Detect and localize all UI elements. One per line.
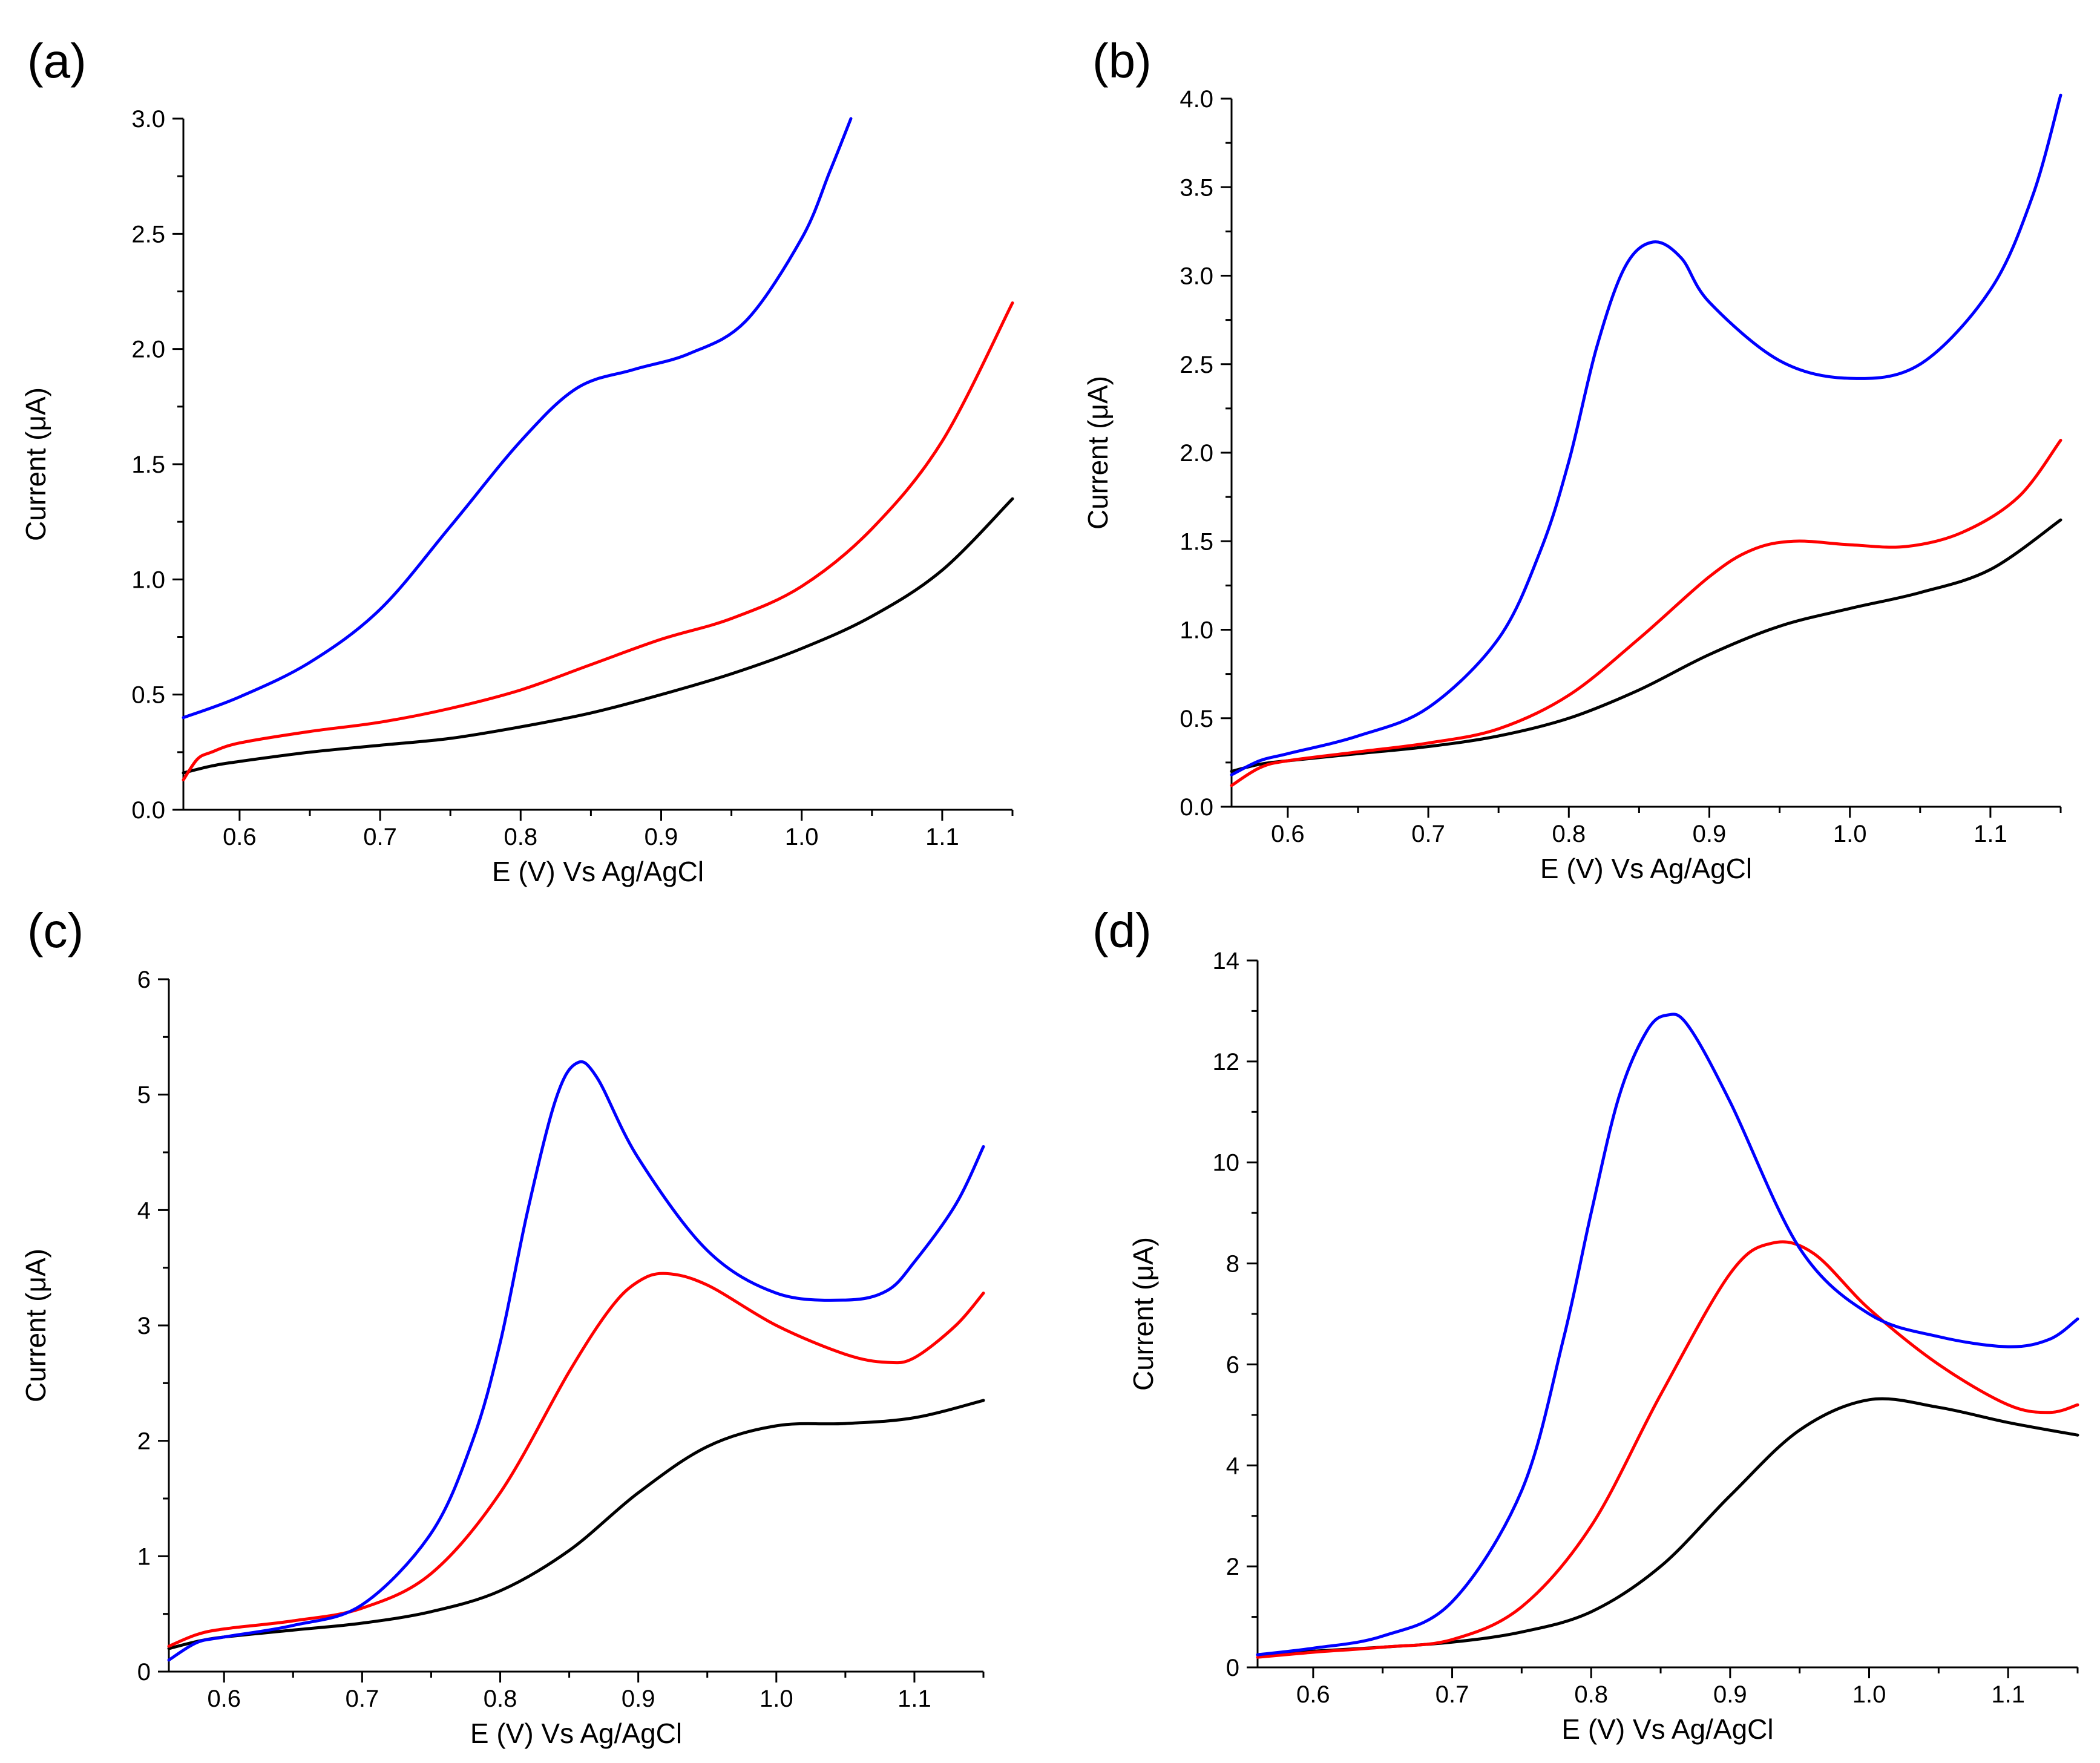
- x-axis-title: E (V) Vs Ag/AgCl: [1561, 1713, 1773, 1745]
- y-tick-label: 1: [137, 1543, 151, 1570]
- x-tick-label: 0.8: [504, 824, 537, 850]
- x-tick-label: 1.0: [785, 824, 819, 850]
- y-axis-title: Current (μA): [20, 387, 51, 541]
- x-axis-title: E (V) Vs Ag/AgCl: [1540, 853, 1752, 884]
- x-axis-title: E (V) Vs Ag/AgCl: [470, 1718, 682, 1749]
- x-tick-label: 0.6: [1271, 821, 1305, 847]
- x-tick-label: 1.1: [1974, 821, 2007, 847]
- x-tick-label: 1.0: [1852, 1681, 1886, 1708]
- y-tick-label: 12: [1213, 1049, 1240, 1075]
- y-tick-label: 1.5: [1180, 528, 1213, 555]
- series-line-black: [182, 497, 1014, 775]
- x-tick-label: 0.8: [484, 1686, 517, 1712]
- y-tick-label: 6: [137, 967, 151, 993]
- x-tick-label: 0.8: [1552, 821, 1586, 847]
- y-tick-label: 14: [1213, 948, 1240, 974]
- x-tick-label: 0.6: [1296, 1681, 1330, 1708]
- series-line-black: [167, 1399, 985, 1650]
- y-tick-label: 2.0: [131, 337, 165, 363]
- x-tick-label: 0.9: [622, 1686, 655, 1712]
- y-tick-label: 2: [1226, 1554, 1239, 1580]
- y-tick-label: 5: [137, 1082, 151, 1109]
- y-tick-label: 2: [137, 1428, 151, 1455]
- y-tick-label: 0.5: [1180, 706, 1213, 732]
- x-tick-label: 1.1: [1991, 1681, 2025, 1708]
- x-tick-label: 0.7: [346, 1686, 379, 1712]
- series-line-black: [1256, 1397, 2079, 1656]
- y-tick-label: 0: [1226, 1655, 1239, 1681]
- x-tick-label: 0.7: [1411, 821, 1445, 847]
- series-line-blue: [182, 117, 853, 720]
- series-line-blue: [1230, 93, 2062, 776]
- panel-label: (a): [27, 34, 87, 88]
- series-line-red: [1256, 1240, 2079, 1659]
- chart-panel-c: (c) 0.6 0.7 0.8 0.9 1.0 1.1 0 1 2 3 4 5 6 E (V) Vs Ag/…: [20, 904, 985, 1749]
- x-tick-label: 1.0: [1833, 821, 1867, 847]
- y-axis-title: Current (μA): [20, 1249, 51, 1402]
- chart-panel-b: (b) 0.6 0.7 0.8 0.9 1.0 1.1 0.0 0.5 1.0 1.5 2.0 2.5 3…: [1082, 34, 2062, 884]
- y-tick-label: 4.0: [1180, 86, 1213, 113]
- x-tick-label: 0.6: [207, 1686, 241, 1712]
- x-tick-label: 0.9: [1693, 821, 1727, 847]
- y-tick-label: 1.0: [1180, 617, 1213, 644]
- y-axis-title: Current (μA): [1127, 1237, 1159, 1391]
- y-tick-label: 1.0: [131, 566, 165, 593]
- series-line-red: [1230, 439, 2062, 787]
- y-tick-label: 8: [1226, 1251, 1239, 1278]
- chart-panel-d: (d) 0.6 0.7 0.8 0.9 1.0 1.1 0 2 4 6 8 10 12 14 E (V) Vs…: [1092, 904, 2079, 1745]
- y-tick-label: 2.0: [1180, 440, 1213, 467]
- y-tick-label: 3.0: [1180, 263, 1213, 290]
- y-tick-label: 3.0: [131, 106, 165, 133]
- y-tick-label: 3.5: [1180, 174, 1213, 201]
- y-tick-label: 0: [137, 1659, 151, 1686]
- x-tick-label: 0.6: [223, 824, 257, 850]
- panel-label: (b): [1092, 34, 1152, 88]
- x-tick-label: 0.8: [1574, 1681, 1608, 1708]
- series-line-blue: [167, 1060, 985, 1662]
- series-line-blue: [1256, 1013, 2079, 1656]
- x-tick-label: 1.0: [760, 1686, 793, 1712]
- x-tick-label: 1.1: [925, 824, 959, 850]
- y-tick-label: 4: [1226, 1453, 1239, 1479]
- x-axis-title: E (V) Vs Ag/AgCl: [492, 856, 704, 887]
- series-line-red: [182, 301, 1014, 781]
- y-tick-label: 3: [137, 1313, 151, 1339]
- y-tick-label: 4: [137, 1197, 151, 1224]
- chart-panel-a: (a) 0.6 0.7 0.8 0.9 1.0 1.1 0.0 0.5 1.0 1.5 2.0 2.5 3…: [20, 34, 1014, 887]
- x-tick-label: 0.9: [1713, 1681, 1747, 1708]
- series-line-red: [167, 1272, 985, 1648]
- y-tick-label: 0.5: [131, 682, 165, 709]
- panel-label: (d): [1092, 904, 1152, 957]
- y-tick-label: 10: [1213, 1150, 1240, 1177]
- y-tick-label: 0.0: [1180, 794, 1213, 821]
- y-tick-label: 0.0: [131, 797, 165, 824]
- panel-label: (c): [27, 904, 84, 957]
- series-line-black: [1230, 518, 2062, 773]
- x-tick-label: 0.9: [645, 824, 678, 850]
- y-tick-label: 2.5: [131, 221, 165, 248]
- y-tick-label: 6: [1226, 1351, 1239, 1378]
- y-tick-label: 2.5: [1180, 352, 1213, 378]
- x-tick-label: 1.1: [897, 1686, 931, 1712]
- y-axis-title: Current (μA): [1082, 376, 1114, 530]
- x-tick-label: 0.7: [1436, 1681, 1469, 1708]
- y-tick-label: 1.5: [131, 451, 165, 478]
- x-tick-label: 0.7: [363, 824, 397, 850]
